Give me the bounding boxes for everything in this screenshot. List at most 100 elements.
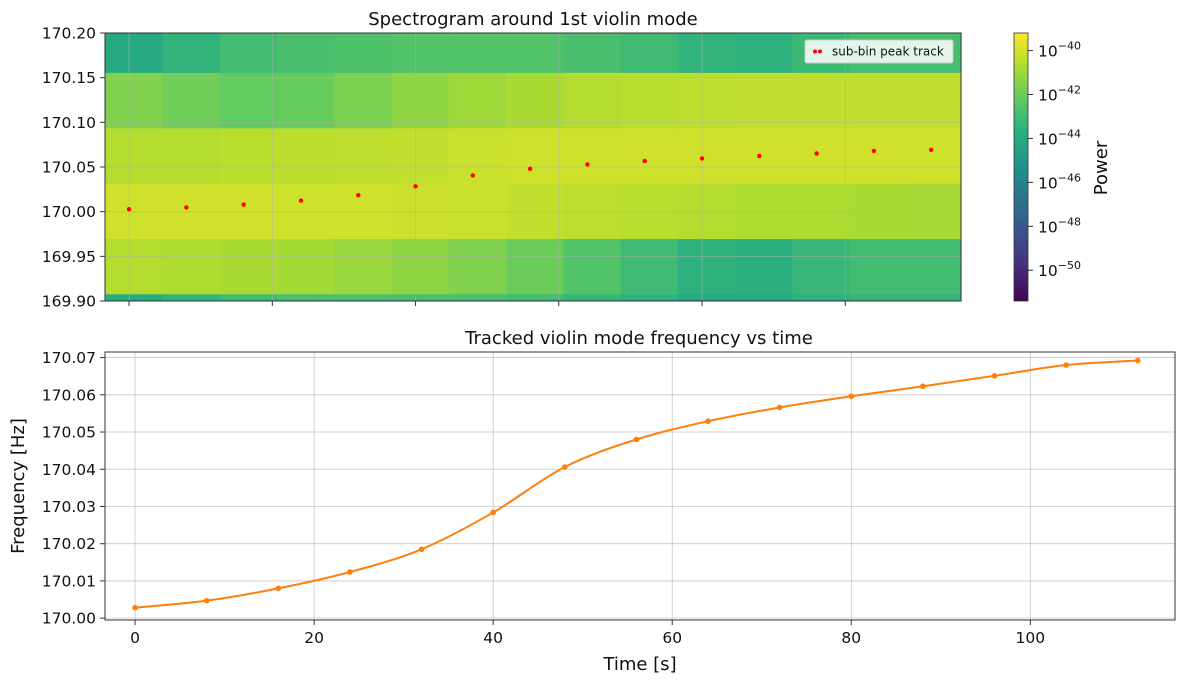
track-point: [356, 192, 361, 198]
y-tick-label: 170.15: [42, 69, 96, 87]
heatmap-cell: [620, 33, 679, 73]
heatmap-cell: [162, 293, 221, 300]
heatmap-cell: [907, 72, 962, 129]
heatmap-cell: [448, 127, 507, 184]
heatmap-cell: [907, 183, 962, 240]
heatmap-cell: [162, 238, 221, 295]
heatmap-cell: [334, 127, 393, 184]
series-point: [705, 418, 711, 425]
heatmap-cell: [677, 238, 736, 295]
y-tick-label: 170.06: [42, 386, 96, 404]
heatmap-cell: [506, 299, 564, 301]
heatmap-cell: [334, 33, 393, 73]
heatmap-cell: [620, 127, 679, 184]
series-point: [347, 569, 353, 575]
heatmap-cell: [334, 293, 393, 300]
y-tick-label: 169.95: [42, 248, 96, 266]
series-point: [848, 393, 855, 400]
legend-marker: [813, 49, 817, 54]
heatmap-cell: [506, 72, 564, 129]
heatmap-cell: [563, 183, 622, 240]
heatmap-cell: [620, 183, 679, 240]
series-point: [490, 509, 496, 516]
colorbar: 10−40 10−42 10−44 10−46 10−48 10−50 Power: [1013, 32, 1112, 302]
heatmap-cell: [391, 127, 450, 184]
heatmap-cell: [105, 72, 163, 129]
heatmap-cell: [276, 183, 335, 240]
heatmap-cell: [219, 127, 278, 184]
series-point: [418, 546, 425, 553]
heatmap-cell: [677, 33, 736, 73]
heatmap-cell: [735, 238, 794, 295]
y-tick-label: 170.04: [42, 461, 96, 479]
heatmap-cell: [735, 183, 794, 240]
series-point: [132, 604, 138, 611]
heatmap-cell: [563, 238, 622, 295]
heatmap-cell: [276, 299, 335, 301]
heatmap-cell: [105, 33, 163, 73]
series-point: [1063, 362, 1069, 368]
heatmap-cell: [563, 293, 622, 300]
heatmap-cell: [563, 72, 622, 129]
heatmap-cell: [105, 293, 163, 300]
track-point: [642, 158, 647, 164]
heatmap-cell: [677, 299, 736, 301]
heatmap-cell: [448, 33, 507, 73]
colorbar-gradient: [1013, 32, 1029, 302]
series-point: [920, 383, 926, 390]
heatmap-cell: [735, 33, 794, 73]
series-point: [275, 585, 282, 592]
heatmap-cell: [677, 183, 736, 240]
heatmap-cell: [162, 33, 221, 73]
heatmap-cell: [792, 293, 851, 300]
spectrogram-title: Spectrogram around 1st violin mode: [368, 9, 697, 30]
heatmap-cell: [563, 299, 622, 301]
y-tick-label: 170.07: [42, 349, 96, 367]
heatmap-cell: [620, 293, 679, 300]
heatmap-cell: [907, 293, 962, 300]
heatmap-cell: [792, 299, 851, 301]
heatmap-cell: [735, 293, 794, 300]
heatmap-cell: [735, 72, 794, 129]
y-tick-label: 170.00: [42, 203, 96, 221]
heatmap-cell: [162, 183, 221, 240]
heatmap-cell: [506, 183, 564, 240]
colorbar-tick-label: 10−48: [1038, 215, 1081, 236]
heatmap-cell: [448, 299, 507, 301]
colorbar-tick-label: 10−46: [1038, 171, 1081, 192]
heatmap-cell: [849, 238, 908, 295]
track-point: [699, 156, 705, 161]
colorbar-ticks: 10−40 10−42 10−44 10−46 10−48 10−50: [1028, 40, 1081, 280]
colorbar-tick-label: 10−44: [1038, 127, 1081, 148]
heatmap-cell: [219, 72, 278, 129]
heatmap-cell: [849, 293, 908, 300]
heatmap-cell: [105, 127, 163, 184]
colorbar-tick-label: 10−40: [1038, 40, 1081, 61]
series-point: [1134, 357, 1141, 364]
y-tick-label: 170.05: [42, 424, 96, 442]
heatmap-cell: [735, 299, 794, 301]
series-point: [633, 436, 640, 443]
heatmap-cell: [506, 33, 564, 73]
heatmap-cell: [677, 72, 736, 129]
heatmap-cell: [907, 299, 962, 301]
heatmap-cell: [391, 183, 450, 240]
spectrogram-x-ticks: [128, 301, 846, 306]
heatmap-cell: [506, 127, 564, 184]
peak-track: [126, 147, 934, 212]
series-point: [991, 373, 998, 379]
y-tick-label: 170.10: [42, 114, 96, 132]
heatmap-cell: [735, 127, 794, 184]
heatmap-cell: [105, 183, 163, 240]
heatmap-cell: [219, 183, 278, 240]
heatmap-cell: [792, 183, 851, 240]
tracked-frequency-panel: Tracked violin mode frequency vs time 17…: [8, 328, 1176, 675]
track-point: [757, 153, 762, 159]
x-tick-label: 40: [483, 629, 503, 647]
x-tick-label: 100: [1016, 629, 1046, 647]
heatmap-cell: [391, 33, 450, 73]
colorbar-tick-label: 10−42: [1038, 84, 1081, 105]
heatmap-cell: [391, 293, 450, 300]
heatmap-cell: [506, 293, 564, 300]
line-chart-frame: [104, 351, 1176, 621]
